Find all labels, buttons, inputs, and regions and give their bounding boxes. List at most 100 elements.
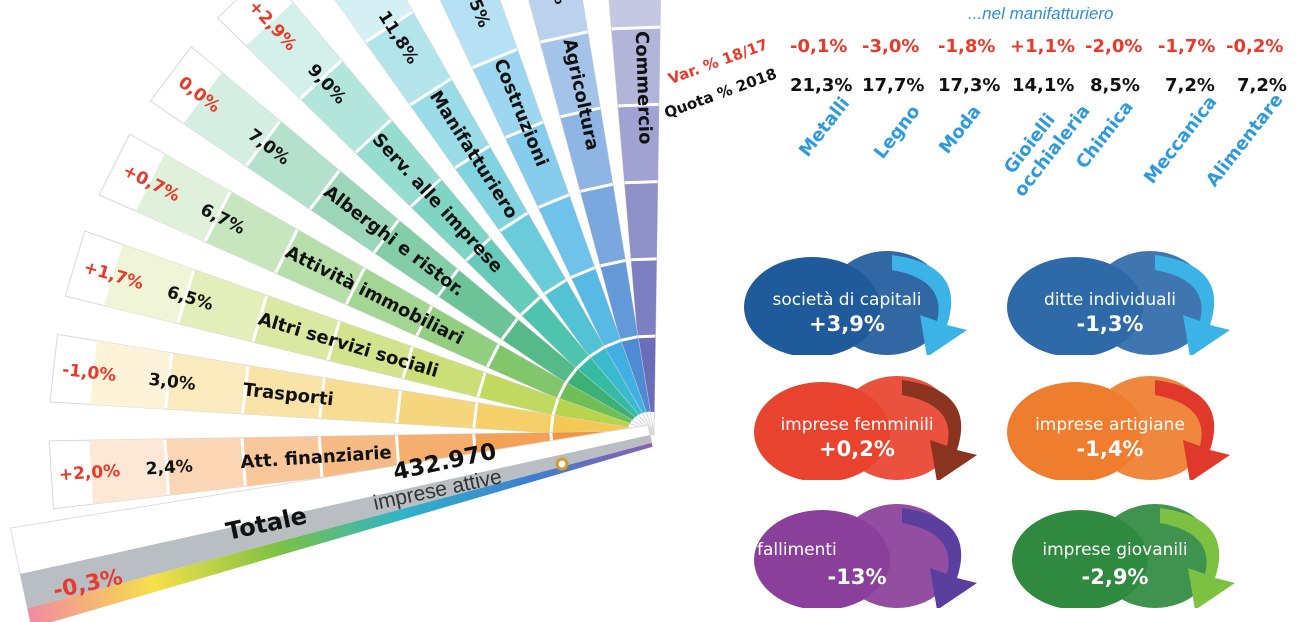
fan-swatch: [624, 183, 658, 259]
trend-arrow-icon: [902, 508, 977, 608]
stat-label: società di capitali: [772, 290, 922, 310]
fan-swatch: [472, 50, 543, 137]
fan-swatch: [631, 260, 657, 336]
stat-value: +0,2%: [819, 437, 895, 461]
trend-arrow-icon: [1155, 380, 1230, 480]
stat-value: +3,9%: [809, 312, 885, 336]
fan-blade: [98, 133, 653, 440]
trend-arrow-icon: [1155, 255, 1230, 355]
stat-imprese-femminili: imprese femminili +0,2%: [752, 370, 1002, 480]
fan-swatch: [567, 369, 635, 426]
fan-swatch: [580, 185, 626, 265]
fan-swatch: [611, 28, 661, 105]
fan-swatch: [321, 378, 400, 424]
mf-var-alimentare: -0,2%: [1226, 36, 1284, 57]
mf-quota-moda: 17,3%: [938, 75, 1001, 96]
trend-arrow-icon: [892, 255, 967, 355]
mf-quota-legno: 17,7%: [862, 75, 925, 96]
fan-swatch: [505, 123, 569, 207]
fan-swatch: [320, 435, 398, 478]
fan-swatch: [540, 33, 601, 116]
fan-swatch: [329, 321, 411, 379]
mf-var-moda: -1,8%: [938, 36, 996, 57]
mf-quota-chimica: 8,5%: [1090, 75, 1140, 96]
fan-swatch: [637, 337, 656, 413]
fan-blade: [216, 0, 654, 439]
fan-swatch: [439, 270, 517, 339]
manufacturing-heading: ...nel manifatturiero: [968, 4, 1114, 23]
stat-bubble-graphic: [754, 504, 977, 608]
total-blade: Totale 432.970 imprese attive -0,3%: [9, 424, 653, 622]
stat-societa-capitali: società di capitali +3,9%: [742, 245, 992, 355]
stat-label: imprese giovanili: [1042, 540, 1188, 560]
fan-swatch: [618, 105, 659, 182]
mf-var-metalli: -0,1%: [790, 36, 848, 57]
fan-swatch: [620, 338, 651, 414]
pivot-icon: [555, 457, 569, 471]
fan-swatch: [475, 402, 552, 433]
fan-swatch: [488, 345, 565, 398]
stat-bubble-graphic: [754, 376, 977, 480]
mf-var-meccanica: -1,7%: [1158, 36, 1216, 57]
fan-swatch: [398, 390, 476, 429]
stat-imprese-giovanili: imprese giovanili -2,9%: [1010, 498, 1260, 608]
trend-arrow-icon: [902, 380, 977, 480]
stat-label: ditte individuali: [1044, 290, 1176, 310]
fan-swatch: [479, 373, 557, 416]
mf-quota-metalli: 21,3%: [790, 75, 853, 96]
sector-var: +2,0%: [58, 461, 121, 485]
fan-swatch: [375, 220, 457, 296]
stat-bubble-graphic: [1007, 376, 1230, 480]
fan-swatch: [560, 109, 613, 190]
stat-ditte-individuali: ditte individuali -1,3%: [1005, 245, 1255, 355]
trend-arrow-icon: [1160, 508, 1235, 608]
fan-swatch: [500, 214, 566, 293]
fan-swatch: [311, 171, 398, 252]
stat-bubble-graphic: [1007, 251, 1230, 355]
mf-var-chimica: -2,0%: [1085, 36, 1143, 57]
fan-swatch: [276, 230, 364, 304]
sector-quota: 2,4%: [145, 456, 193, 479]
fan-swatch: [301, 61, 391, 152]
fan-swatch: [503, 319, 576, 382]
fan-swatch: [538, 196, 595, 276]
stat-value: -1,3%: [1076, 312, 1144, 336]
fan-swatch: [135, 153, 230, 242]
sector-name: Commercio: [631, 31, 656, 145]
fan-swatch: [455, 147, 528, 230]
fan-blade: [489, 0, 655, 437]
stat-fallimenti: fallimenti -13%: [752, 498, 1002, 608]
fan-swatch: [590, 348, 642, 419]
fan-blade: [149, 46, 654, 439]
fan-swatch: [89, 438, 168, 505]
fan-swatch: [244, 365, 323, 419]
stat-value: -1,4%: [1076, 437, 1144, 461]
fan-blade: [594, 0, 664, 436]
fan-swatch: [321, 0, 413, 41]
stat-bubble-graphic: [1012, 504, 1235, 608]
fan-swatch: [179, 270, 266, 342]
fan-swatch: [246, 2, 341, 98]
fan-swatch: [410, 80, 489, 167]
fan-blade: [297, 0, 655, 438]
fan-swatch: [404, 347, 484, 397]
fan-swatch: [604, 341, 646, 416]
fan-swatch: [411, 180, 490, 260]
mf-var-gioielli: +1,1%: [1010, 36, 1076, 57]
fan-swatch: [366, 13, 451, 104]
fan-swatch: [439, 0, 517, 67]
fan-swatch: [347, 268, 431, 336]
fan-swatch: [600, 261, 638, 340]
fan-swatch: [104, 244, 193, 324]
stat-bubble-graphic: [744, 251, 967, 355]
fan-blade: [64, 230, 652, 440]
fan-swatch: [545, 281, 604, 356]
fan-swatch: [254, 295, 339, 360]
fan-swatch: [522, 298, 589, 368]
fan-blade: [49, 333, 651, 440]
mf-var-legno: -3,0%: [862, 36, 920, 57]
fan-swatch: [418, 306, 498, 367]
stat-value: -13%: [827, 565, 887, 589]
fan-swatch: [577, 357, 639, 422]
